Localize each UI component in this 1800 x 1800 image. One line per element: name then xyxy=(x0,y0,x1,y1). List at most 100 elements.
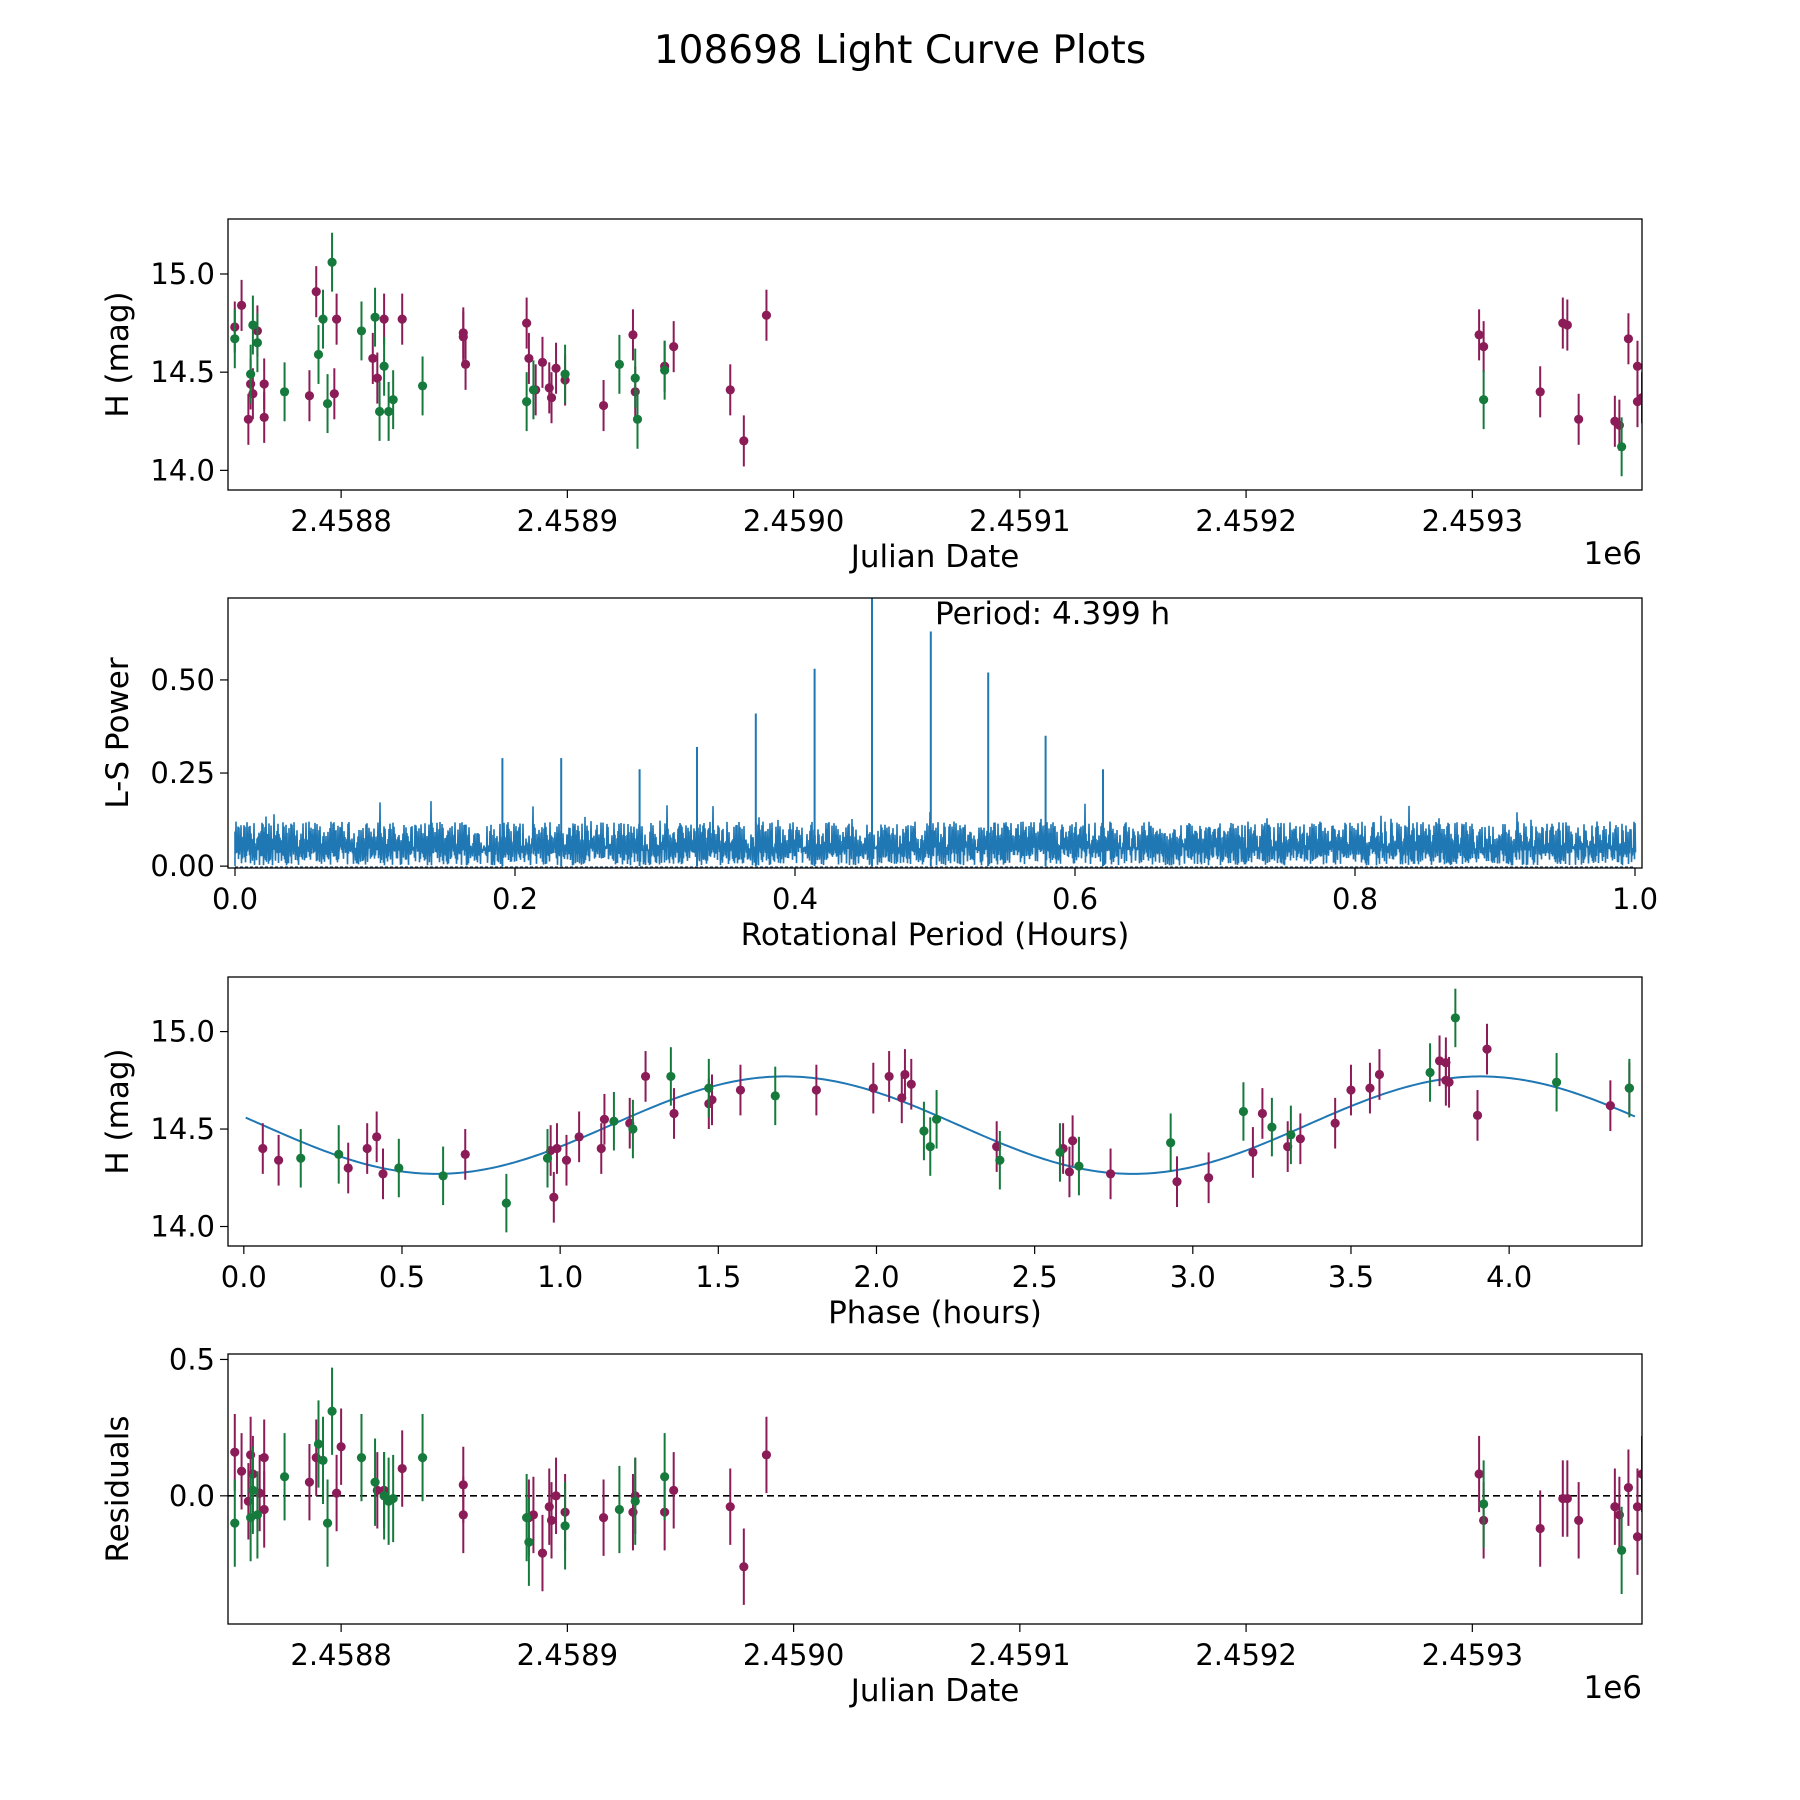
phase-model-curve xyxy=(245,1075,1636,1175)
resid-x-tick-label: 2.4590 xyxy=(743,1638,844,1672)
phase-green-point xyxy=(394,1163,404,1173)
phase-pink-point xyxy=(1204,1173,1214,1183)
lc-x-tick-label: 2.4590 xyxy=(743,504,844,538)
ls-y-axis-label: L-S Power xyxy=(100,657,136,808)
phase-green-point xyxy=(438,1171,448,1181)
lc-green-point xyxy=(313,349,324,360)
phase-pink-point xyxy=(362,1143,372,1154)
lc-green-point xyxy=(230,334,240,344)
lc-pink-point xyxy=(372,373,382,383)
resid-pink-point xyxy=(1474,1469,1484,1479)
phase-pink-point xyxy=(1330,1118,1340,1128)
resid-pink-point xyxy=(1641,1511,1642,1514)
lc-pink-point xyxy=(1641,410,1642,413)
lc-green-point xyxy=(384,406,394,417)
resid-x-offset-label: 1e6 xyxy=(1583,1670,1642,1706)
lc-pink-point xyxy=(1623,334,1634,344)
lc-green-point xyxy=(327,257,337,267)
phase-green-point xyxy=(1624,1083,1634,1093)
phase-pink-point xyxy=(1248,1147,1258,1158)
phase-pink-point xyxy=(900,1069,910,1080)
resid-green-point xyxy=(417,1453,428,1463)
lc-x-tick-label: 2.4589 xyxy=(517,504,618,538)
phase-pink-point xyxy=(574,1132,584,1142)
ls-y-tick-label: 0.25 xyxy=(150,756,215,790)
phase-pink-point xyxy=(640,1071,651,1082)
phase-x-tick-label: 3.0 xyxy=(1170,1260,1216,1294)
lc-green-point xyxy=(417,381,428,391)
phase-y-tick-label: 14.5 xyxy=(150,1112,215,1146)
phase-green-point xyxy=(1551,1077,1562,1087)
phase-x-tick-label: 0.5 xyxy=(379,1260,425,1294)
ls-x-tick-label: 0.4 xyxy=(772,882,818,916)
lc-green-point xyxy=(246,369,256,379)
phase-pink-point xyxy=(460,1149,470,1159)
lc-y-tick-label: 14.5 xyxy=(150,355,215,389)
lc-plot-area xyxy=(230,232,1642,477)
resid-green-point xyxy=(327,1406,337,1416)
lc-green-point xyxy=(252,338,263,348)
resid-pink-point xyxy=(230,1447,240,1457)
lc-green-point xyxy=(560,369,570,379)
lc-green-point xyxy=(374,406,385,417)
lc-pink-point xyxy=(1632,361,1642,371)
phase-pink-point xyxy=(1374,1069,1385,1080)
resid-x-tick-label: 2.4588 xyxy=(290,1638,391,1672)
phase-y-tick-label: 14.0 xyxy=(150,1210,215,1244)
ls-x-axis-label: Rotational Period (Hours) xyxy=(741,917,1130,953)
lc-green-point xyxy=(379,361,389,371)
lc-pink-point xyxy=(524,353,534,364)
lc-green-point xyxy=(370,312,380,322)
phase-green-point xyxy=(1425,1067,1435,1078)
phase-pink-point xyxy=(1605,1101,1615,1111)
lc-green-point xyxy=(388,395,398,405)
ls-panel: 0.0 0.2 0.4 0.6 0.8 1.0 0.00 0.25 0.50 Rotational… xyxy=(100,596,1658,953)
resid-pink-point xyxy=(1623,1483,1634,1493)
resid-panel: 2.4588 2.4589 2.4590 2.4591 2.4592 2.4593 0.0 0… xyxy=(100,1342,1643,1709)
phase-pink-point xyxy=(868,1083,878,1093)
lc-pink-point xyxy=(725,385,735,395)
lc-green-point xyxy=(630,373,640,383)
resid-pink-point xyxy=(1637,1469,1642,1479)
phase-green-point xyxy=(628,1124,638,1134)
phase-green-point xyxy=(1450,1013,1460,1023)
phase-pink-point xyxy=(669,1108,679,1119)
lc-y-axis-label: H (mag) xyxy=(100,291,136,417)
resid-pink-point xyxy=(546,1515,557,1525)
lc-green-point xyxy=(279,387,290,397)
phase-pink-point xyxy=(1441,1075,1451,1085)
resid-green-point xyxy=(1479,1499,1489,1509)
lc-green-point xyxy=(356,326,367,336)
phase-pink-point xyxy=(343,1163,353,1173)
lc-pink-point xyxy=(236,300,247,311)
resid-green-point xyxy=(313,1439,324,1449)
phase-pink-point xyxy=(906,1079,916,1089)
resid-pink-point xyxy=(259,1504,269,1515)
lc-pink-point xyxy=(669,342,679,352)
resid-pink-point xyxy=(259,1453,269,1463)
phase-green-point xyxy=(1074,1161,1084,1171)
lc-green-point xyxy=(1479,395,1489,405)
resid-green-point xyxy=(318,1455,328,1465)
phase-green-point xyxy=(995,1155,1005,1165)
phase-y-axis-label: H (mag) xyxy=(100,1048,136,1174)
phase-green-point xyxy=(1286,1130,1296,1140)
lc-axes-frame xyxy=(227,218,1643,491)
phase-green-point xyxy=(1238,1106,1249,1117)
phase-x-tick-label: 2.5 xyxy=(1012,1260,1058,1294)
lc-x-tick-label: 2.4592 xyxy=(1195,504,1296,538)
phase-green-point xyxy=(1267,1122,1277,1132)
lc-pink-point xyxy=(522,318,532,328)
resid-green-point xyxy=(660,1472,670,1482)
phase-pink-point xyxy=(561,1155,572,1165)
phase-green-point xyxy=(704,1083,714,1093)
ls-period-annotation: Period: 4.399 h xyxy=(935,596,1170,632)
phase-pink-point xyxy=(1105,1169,1116,1179)
phase-green-point xyxy=(770,1091,780,1101)
lc-x-tick-label: 2.4593 xyxy=(1422,504,1523,538)
lc-panel: 2.4588 2.4589 2.4590 2.4591 2.4592 2.4593 14.0… xyxy=(100,218,1643,575)
ls-x-tick-label: 0.2 xyxy=(492,882,538,916)
lc-pink-point xyxy=(551,363,561,373)
resid-y-axis-label: Residuals xyxy=(100,1415,136,1562)
